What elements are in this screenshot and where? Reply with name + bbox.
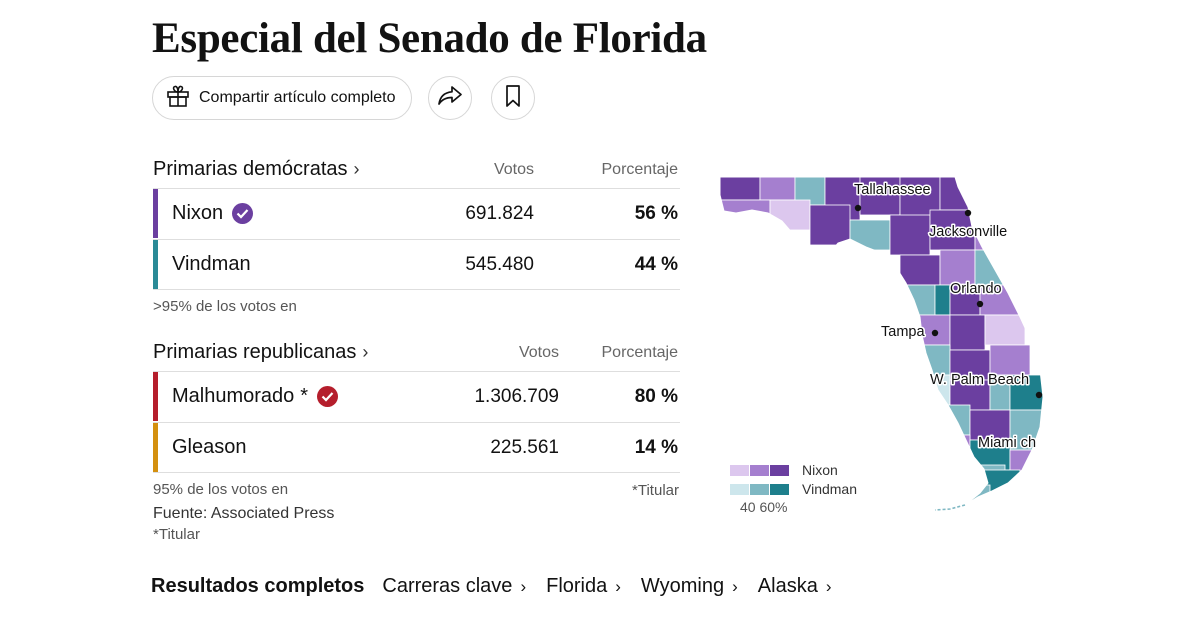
full-results-nav: Resultados completos Carreras clave › Flo… [151, 571, 851, 601]
candidate-row: Malhumorado * 1.306.709 80 % [153, 371, 680, 421]
city-label-tallahassee: Tallahassee [854, 182, 931, 198]
chevron-right-icon: › [615, 576, 621, 596]
city-dot [964, 209, 972, 217]
city-dot [931, 329, 939, 337]
candidate-row: Vindman 545.480 44 % [153, 239, 680, 290]
city-label-west-palm-beach: W. Palm Beach [930, 372, 1029, 388]
bookmark-button[interactable] [491, 76, 535, 120]
candidate-percent: 80 % [634, 386, 678, 407]
check-icon [232, 203, 254, 224]
chevron-right-icon: › [520, 576, 527, 596]
votes-column-header: Votos [493, 161, 534, 178]
incumbent-marker: * [300, 385, 309, 407]
candidate-name: Gleason [172, 436, 247, 458]
city-dot [1035, 391, 1043, 399]
share-article-label: Compartir artículo completo [199, 89, 396, 106]
candidate-votes: 225.561 [490, 437, 559, 458]
republican-primary-link[interactable]: Primarias republicanas › [153, 341, 369, 363]
candidate-name: Vindman [172, 253, 251, 275]
party-color-bar [153, 240, 158, 289]
nav-link-wyoming[interactable]: Wyoming › [640, 574, 738, 597]
legend-swatch [730, 484, 749, 495]
incumbent-footnote: *Titular [153, 526, 200, 543]
chevron-right-icon: › [732, 576, 738, 596]
legend-scale-labels: 40 60% [740, 499, 788, 515]
legend-swatch [750, 484, 769, 495]
legend-vindman-label: Vindman [802, 481, 858, 497]
gift-icon [165, 83, 191, 114]
party-color-bar [153, 423, 158, 472]
source-note: Fuente: Associated Press [153, 505, 335, 522]
chevron-right-icon: › [362, 342, 369, 362]
party-color-bar [153, 372, 158, 421]
share-article-button[interactable]: Compartir artículo completo [152, 76, 412, 120]
candidate-row: Nixon 691.824 56 % [153, 188, 680, 238]
democratic-header: Primarias demócratas › Votos Porcentaje [153, 152, 680, 188]
legend-swatch [750, 465, 769, 476]
candidate-votes: 545.480 [465, 254, 534, 275]
bookmark-icon [504, 84, 522, 113]
share-arrow-icon [437, 85, 463, 112]
check-icon [317, 386, 339, 407]
chevron-right-icon: › [825, 576, 832, 596]
legend-nixon-label: Nixon [802, 462, 838, 478]
republican-header: Primarias republicanas › Votos Porcentaje [153, 335, 680, 371]
city-dot [854, 204, 862, 212]
candidate-votes: 1.306.709 [474, 386, 559, 407]
city-label-miami: Miami ch [978, 435, 1036, 451]
full-results-title: Resultados completos [151, 574, 365, 597]
candidate-row: Gleason 225.561 14 % [153, 422, 680, 473]
nav-link-key-races[interactable]: Carreras clave › [382, 574, 527, 597]
candidate-percent: 44 % [634, 254, 678, 275]
candidate-name: Nixon [172, 202, 224, 224]
candidate-votes: 691.824 [465, 203, 534, 224]
legend-swatch [770, 465, 789, 476]
candidate-percent: 56 % [634, 203, 678, 224]
nav-link-alaska[interactable]: Alaska › [757, 574, 832, 597]
share-button[interactable] [428, 76, 472, 120]
percent-column-header: Porcentaje [601, 161, 679, 178]
page-title: Especial del Senado de Florida [152, 15, 707, 62]
republican-reporting-status: 95% de los votos en [153, 481, 289, 498]
democratic-primary-link[interactable]: Primarias demócratas › [153, 158, 360, 180]
city-dot [976, 300, 984, 308]
percent-column-header: Porcentaje [601, 344, 679, 361]
legend-swatch [770, 484, 789, 495]
incumbent-footnote-right: *Titular [632, 482, 679, 499]
legend-swatch [730, 465, 749, 476]
city-label-orlando: Orlando [950, 281, 1002, 297]
democratic-reporting-status: >95% de los votos en [153, 298, 297, 315]
map-legend: Nixon Vindman 40 60% [730, 462, 890, 522]
chevron-right-icon: › [353, 159, 360, 179]
candidate-name: Malhumorado [172, 385, 295, 407]
party-color-bar [153, 189, 158, 238]
florida-county-map: Tallahassee Jacksonville Orlando Tampa W… [719, 176, 1044, 511]
city-label-jacksonville: Jacksonville [929, 224, 1007, 240]
city-label-tampa: Tampa [881, 324, 925, 340]
nav-link-florida[interactable]: Florida › [546, 574, 621, 597]
candidate-percent: 14 % [634, 437, 678, 458]
votes-column-header: Votos [518, 344, 559, 361]
